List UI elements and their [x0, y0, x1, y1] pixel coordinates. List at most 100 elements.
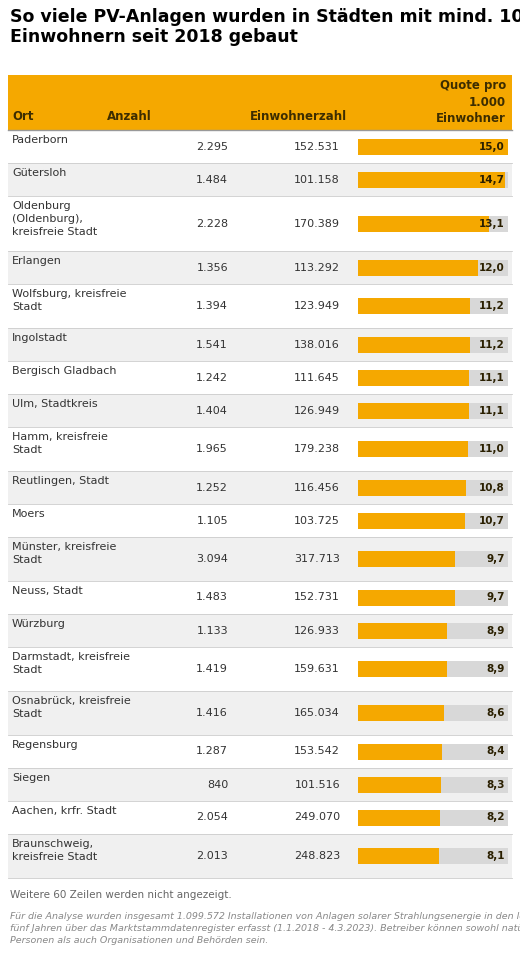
- Text: 2.228: 2.228: [196, 218, 228, 229]
- Text: 840: 840: [207, 780, 228, 789]
- Bar: [8, 427, 512, 471]
- Text: 1.416: 1.416: [196, 708, 228, 718]
- Bar: [8, 471, 512, 504]
- Text: Erlangen: Erlangen: [12, 256, 62, 266]
- Text: 8,3: 8,3: [487, 780, 505, 789]
- Text: 153.542: 153.542: [294, 746, 340, 757]
- Bar: [8, 834, 512, 878]
- Bar: [358, 402, 469, 419]
- Bar: [358, 551, 508, 567]
- Text: 11,0: 11,0: [479, 444, 505, 454]
- Text: Ingolstadt: Ingolstadt: [12, 333, 68, 343]
- Text: 1.541: 1.541: [196, 339, 228, 350]
- Bar: [358, 623, 508, 638]
- Text: 126.949: 126.949: [294, 405, 340, 416]
- Bar: [358, 441, 508, 457]
- Bar: [8, 691, 512, 735]
- Bar: [8, 328, 512, 361]
- Text: 11,2: 11,2: [479, 301, 505, 311]
- Bar: [8, 614, 512, 647]
- Text: 1.394: 1.394: [196, 301, 228, 311]
- Text: 152.731: 152.731: [294, 592, 340, 603]
- Text: Gütersloh: Gütersloh: [12, 168, 67, 178]
- Text: 2.295: 2.295: [196, 142, 228, 151]
- Bar: [358, 260, 478, 276]
- Text: Quote pro
1.000
Einwohner: Quote pro 1.000 Einwohner: [436, 79, 506, 125]
- Bar: [358, 810, 508, 826]
- Bar: [8, 251, 512, 284]
- Text: 8,1: 8,1: [487, 851, 505, 861]
- Text: Bergisch Gladbach: Bergisch Gladbach: [12, 366, 116, 376]
- Text: 1.252: 1.252: [196, 483, 228, 492]
- Text: 159.631: 159.631: [294, 664, 340, 674]
- Bar: [358, 513, 465, 529]
- Text: 1.133: 1.133: [197, 626, 228, 635]
- Text: Reutlingen, Stadt: Reutlingen, Stadt: [12, 476, 109, 486]
- Text: 13,1: 13,1: [479, 218, 505, 229]
- Bar: [358, 743, 508, 760]
- Text: 1.965: 1.965: [196, 444, 228, 454]
- Bar: [8, 537, 512, 581]
- Text: Wolfsburg, kreisfreie
Stadt: Wolfsburg, kreisfreie Stadt: [12, 289, 126, 311]
- Bar: [8, 361, 512, 394]
- Text: 12,0: 12,0: [479, 262, 505, 272]
- Bar: [358, 336, 508, 353]
- Text: Für die Analyse wurden insgesamt 1.099.572 Installationen von Anlagen solarer St: Für die Analyse wurden insgesamt 1.099.5…: [10, 912, 520, 945]
- Text: 317.713: 317.713: [294, 554, 340, 564]
- Text: Paderborn: Paderborn: [12, 135, 69, 145]
- Text: 1.105: 1.105: [197, 515, 228, 526]
- Text: 126.933: 126.933: [294, 626, 340, 635]
- Text: 101.158: 101.158: [294, 174, 340, 185]
- Text: Einwohnerzahl: Einwohnerzahl: [250, 110, 346, 123]
- Text: 1.356: 1.356: [197, 262, 228, 272]
- Text: 116.456: 116.456: [294, 483, 340, 492]
- Text: 14,7: 14,7: [479, 174, 505, 185]
- Bar: [358, 216, 489, 232]
- Text: 8,9: 8,9: [487, 664, 505, 674]
- Text: 152.531: 152.531: [294, 142, 340, 151]
- Text: 10,8: 10,8: [479, 483, 505, 492]
- Bar: [8, 130, 512, 163]
- Text: Aachen, krfr. Stadt: Aachen, krfr. Stadt: [12, 806, 116, 816]
- Bar: [358, 705, 444, 721]
- Text: Oldenburg
(Oldenburg),
kreisfreie Stadt: Oldenburg (Oldenburg), kreisfreie Stadt: [12, 201, 97, 237]
- Bar: [358, 513, 508, 529]
- Text: Einwohnern seit 2018 gebaut: Einwohnern seit 2018 gebaut: [10, 28, 298, 46]
- Bar: [358, 370, 508, 385]
- Text: 101.516: 101.516: [294, 780, 340, 789]
- Text: 9,7: 9,7: [487, 554, 505, 564]
- Text: 1.287: 1.287: [196, 746, 228, 757]
- Bar: [8, 163, 512, 196]
- Bar: [358, 402, 508, 419]
- Text: Siegen: Siegen: [12, 773, 50, 783]
- Text: 165.034: 165.034: [294, 708, 340, 718]
- Bar: [8, 735, 512, 768]
- Text: Braunschweig,
kreisfreie Stadt: Braunschweig, kreisfreie Stadt: [12, 839, 97, 862]
- Bar: [358, 480, 508, 495]
- Text: 179.238: 179.238: [294, 444, 340, 454]
- Bar: [358, 336, 470, 353]
- Bar: [8, 196, 512, 251]
- Text: 1.484: 1.484: [196, 174, 228, 185]
- Text: Ulm, Stadtkreis: Ulm, Stadtkreis: [12, 399, 98, 409]
- Text: 10,7: 10,7: [479, 515, 505, 526]
- Text: 8,9: 8,9: [487, 626, 505, 635]
- Text: 2.054: 2.054: [196, 812, 228, 823]
- Bar: [358, 298, 508, 314]
- Text: 8,6: 8,6: [487, 708, 505, 718]
- Bar: [358, 370, 469, 385]
- Bar: [8, 581, 512, 614]
- Text: Osnabrück, kreisfreie
Stadt: Osnabrück, kreisfreie Stadt: [12, 696, 131, 718]
- Bar: [358, 661, 447, 677]
- Text: 103.725: 103.725: [294, 515, 340, 526]
- Bar: [8, 75, 512, 130]
- Bar: [8, 504, 512, 537]
- Bar: [358, 743, 442, 760]
- Bar: [358, 551, 455, 567]
- Text: Würzburg: Würzburg: [12, 619, 66, 629]
- Text: Darmstadt, kreisfreie
Stadt: Darmstadt, kreisfreie Stadt: [12, 652, 130, 674]
- Text: 15,0: 15,0: [479, 142, 505, 151]
- Text: 11,1: 11,1: [479, 373, 505, 382]
- Bar: [358, 589, 455, 605]
- Text: 1.242: 1.242: [196, 373, 228, 382]
